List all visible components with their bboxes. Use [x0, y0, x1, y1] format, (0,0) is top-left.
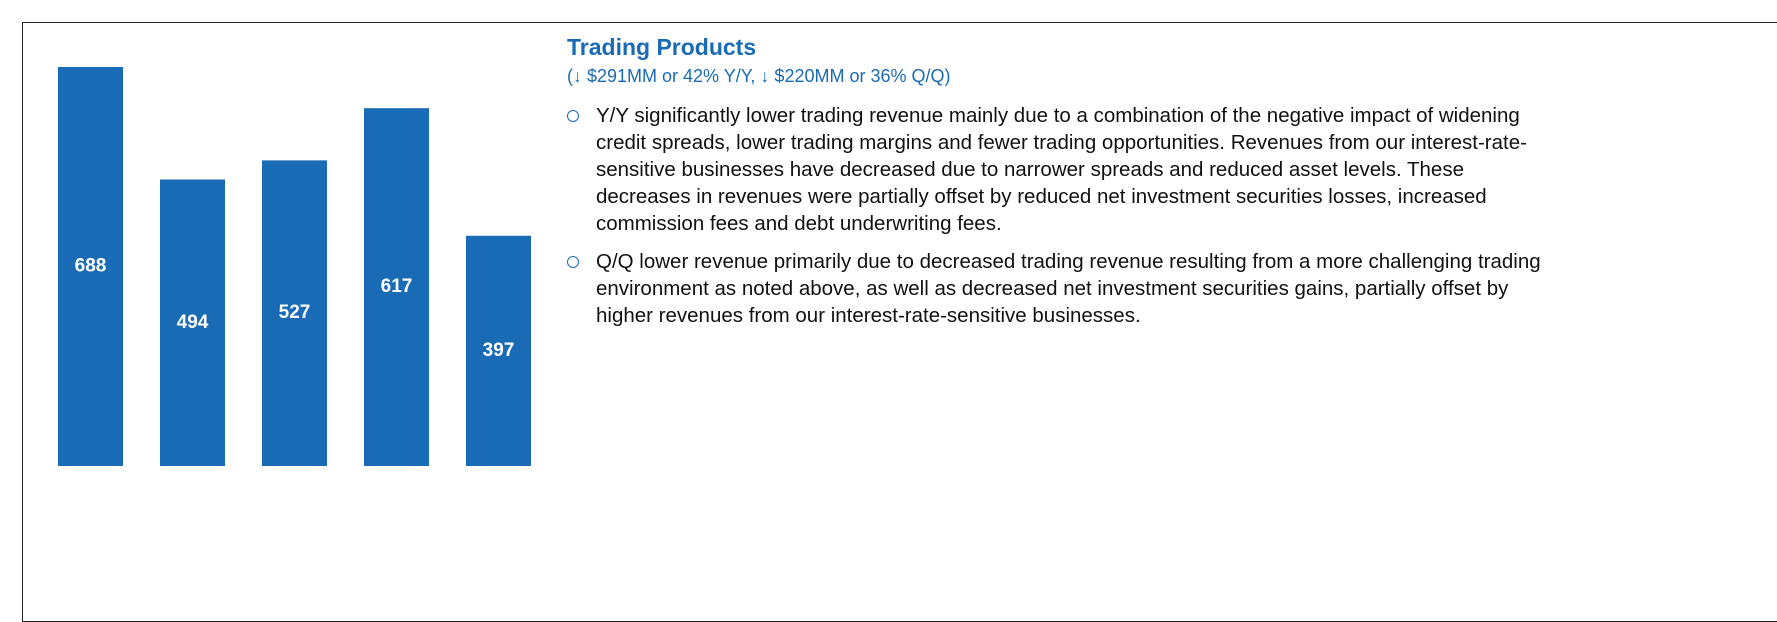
panel-title: Trading Products: [567, 34, 757, 60]
bullet: Q/Q lower revenue primarily due to decre…: [567, 248, 1556, 329]
page: 688 494 527 617 397 Trading Products (↓ $291…: [22, 22, 1777, 622]
bar-label: 397: [483, 340, 515, 361]
bar: [160, 179, 225, 466]
bullet: Y/Y significantly lower trading revenue …: [567, 102, 1556, 237]
chart: 688 494 527 617 397: [58, 67, 531, 466]
bullet-list: Y/Y significantly lower trading revenue …: [567, 102, 1567, 329]
text-panel: Trading Products (↓ $291MM or 42% Y/Y, ↓…: [567, 32, 1567, 340]
panel-subtitle: (↓ $291MM or 42% Y/Y, ↓ $220MM or 36% Q/…: [567, 66, 951, 86]
bar-label: 617: [381, 276, 413, 297]
bar: [364, 108, 429, 466]
bar-label: 688: [75, 256, 107, 277]
bar-label: 527: [279, 302, 311, 323]
bar-label: 494: [177, 312, 209, 333]
bar: [262, 160, 327, 466]
bar: [58, 67, 123, 466]
bar: [466, 235, 531, 466]
